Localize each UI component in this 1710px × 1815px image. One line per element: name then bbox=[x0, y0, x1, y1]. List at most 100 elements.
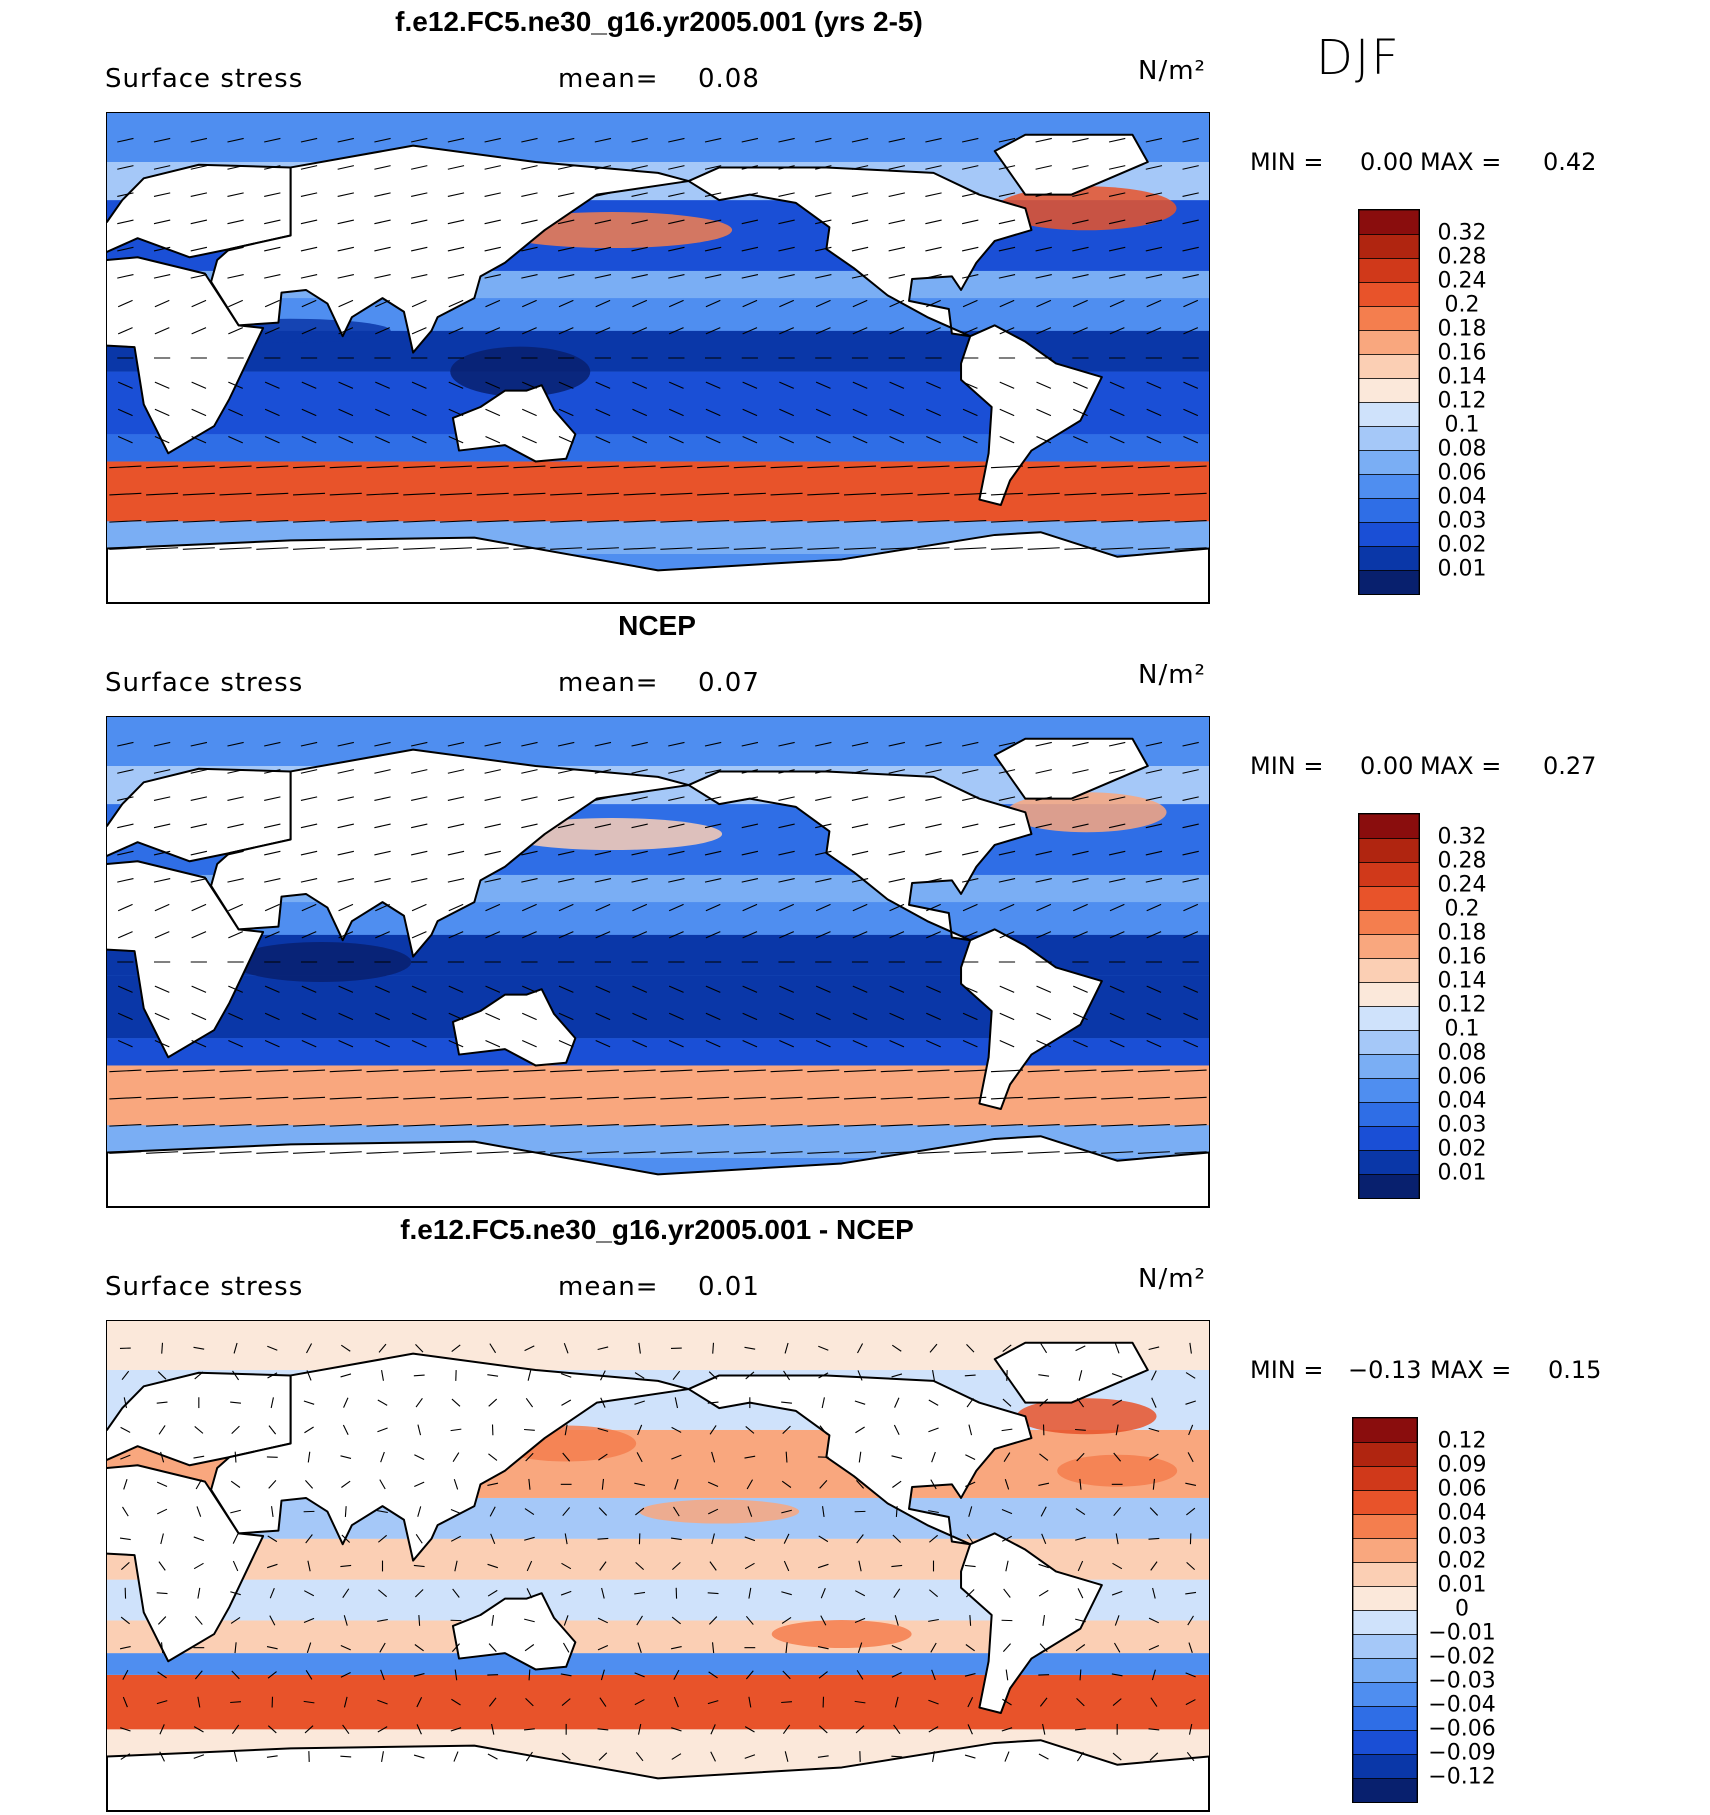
wind-vector bbox=[595, 985, 611, 993]
wind-vector bbox=[485, 931, 501, 939]
wind-vector bbox=[109, 492, 142, 496]
wind-vector bbox=[416, 1697, 423, 1708]
wind-vector bbox=[418, 1615, 421, 1626]
wind-vector bbox=[306, 1642, 312, 1653]
wind-vector bbox=[264, 741, 281, 747]
wind-vector bbox=[704, 877, 722, 883]
wind-vector bbox=[852, 436, 868, 444]
wind-vector bbox=[733, 492, 766, 496]
wind-vector bbox=[193, 1754, 205, 1759]
wind-vector bbox=[999, 1012, 1015, 1021]
wind-vector bbox=[337, 273, 354, 279]
wind-vector bbox=[697, 1151, 730, 1154]
wind-vector bbox=[411, 137, 428, 143]
wind-vector bbox=[741, 137, 759, 143]
wind-vector bbox=[448, 436, 464, 444]
wind-vector bbox=[1108, 137, 1126, 143]
wind-vector bbox=[671, 1454, 682, 1460]
wind-vector bbox=[447, 192, 465, 198]
wind-vector bbox=[925, 877, 942, 883]
panel-1-max-label: MAX = bbox=[1420, 148, 1502, 176]
wind-vector bbox=[779, 1040, 794, 1048]
wind-vector bbox=[268, 1425, 277, 1435]
wind-vector bbox=[1039, 1643, 1048, 1653]
wind-vector bbox=[1079, 1478, 1082, 1490]
wind-vector bbox=[476, 1151, 509, 1154]
wind-vector bbox=[448, 903, 464, 912]
wind-vector bbox=[190, 877, 208, 883]
wind-vector bbox=[146, 1123, 179, 1127]
wind-vector bbox=[635, 1507, 645, 1516]
wind-vector bbox=[778, 877, 795, 883]
wind-vector bbox=[807, 1151, 840, 1154]
landmass-greenland bbox=[993, 1341, 1149, 1404]
wind-vector bbox=[856, 1670, 864, 1680]
wind-vector bbox=[232, 1370, 240, 1381]
wind-vector bbox=[485, 1012, 501, 1021]
wind-vector bbox=[560, 1373, 572, 1378]
colorbar-tick-label: 0.18 bbox=[1437, 316, 1487, 342]
wind-vector bbox=[1188, 1642, 1193, 1653]
wind-vector bbox=[1182, 165, 1199, 170]
wind-vector bbox=[450, 1428, 462, 1432]
wind-vector bbox=[264, 165, 281, 170]
wind-vector bbox=[891, 1644, 902, 1651]
wind-vector bbox=[891, 1455, 903, 1459]
wind-vector bbox=[748, 1587, 752, 1599]
wind-vector bbox=[779, 931, 794, 939]
wind-vector bbox=[990, 1151, 1023, 1154]
wind-vector bbox=[227, 273, 244, 279]
wind-vector bbox=[154, 299, 170, 308]
wind-vector bbox=[264, 1012, 280, 1021]
wind-vector bbox=[926, 436, 941, 444]
wind-vector bbox=[374, 219, 391, 225]
wind-vector bbox=[889, 931, 905, 939]
colorbar-swatch bbox=[1359, 281, 1419, 307]
wind-vector bbox=[340, 1455, 352, 1459]
wind-vector bbox=[256, 547, 289, 550]
wind-vector bbox=[623, 465, 656, 469]
wind-vector bbox=[1002, 1398, 1012, 1407]
wind-vector bbox=[329, 1096, 362, 1100]
colorbar-tick-label: 0.06 bbox=[1437, 1064, 1487, 1090]
wind-vector bbox=[967, 1724, 973, 1735]
wind-vector bbox=[815, 1012, 831, 1021]
wind-vector bbox=[1072, 219, 1089, 225]
wind-vector bbox=[705, 1040, 721, 1048]
wind-vector bbox=[704, 850, 722, 856]
wind-vector bbox=[484, 823, 501, 829]
wind-vector bbox=[1064, 1151, 1097, 1154]
wind-vector bbox=[337, 246, 354, 252]
wind-vector bbox=[374, 165, 391, 170]
wind-vector bbox=[228, 1040, 243, 1048]
wind-vector bbox=[154, 436, 170, 444]
wind-vector bbox=[733, 519, 766, 523]
wind-vector bbox=[1075, 1728, 1086, 1731]
wind-vector bbox=[525, 1452, 534, 1462]
wind-vector bbox=[305, 1670, 313, 1680]
wind-vector bbox=[338, 436, 354, 444]
colorbar-tick-label: −0.09 bbox=[1428, 1740, 1496, 1766]
wind-vector bbox=[484, 219, 501, 225]
wind-vector bbox=[558, 327, 574, 335]
wind-vector bbox=[123, 1479, 128, 1490]
wind-vector bbox=[926, 408, 941, 417]
wind-vector bbox=[1185, 1482, 1197, 1486]
wind-vector bbox=[182, 492, 215, 496]
wind-vector bbox=[340, 1672, 351, 1678]
wind-vector bbox=[705, 327, 721, 335]
wind-vector bbox=[818, 1372, 829, 1379]
wind-vector bbox=[586, 1096, 619, 1100]
panel-3-min-label: MIN = bbox=[1250, 1356, 1324, 1384]
wind-vector bbox=[146, 547, 179, 550]
wind-vector bbox=[1075, 1508, 1086, 1516]
wind-vector bbox=[586, 465, 619, 469]
wind-vector bbox=[889, 436, 905, 444]
wind-vector bbox=[375, 436, 390, 444]
wind-vector bbox=[668, 436, 684, 444]
wind-vector bbox=[439, 465, 472, 469]
wind-vector bbox=[1035, 192, 1052, 198]
panel-2-max-label: MAX = bbox=[1420, 752, 1502, 780]
wind-vector bbox=[852, 408, 868, 417]
colorbar-tick-label: 0.28 bbox=[1437, 848, 1487, 874]
